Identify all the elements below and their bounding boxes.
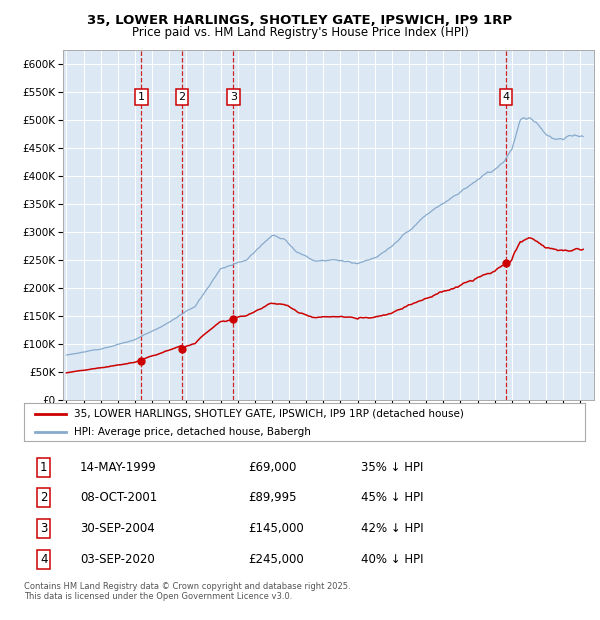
Text: 45% ↓ HPI: 45% ↓ HPI: [361, 492, 423, 504]
Text: HPI: Average price, detached house, Babergh: HPI: Average price, detached house, Babe…: [74, 427, 311, 437]
Text: 30-SEP-2004: 30-SEP-2004: [80, 522, 155, 535]
Text: 08-OCT-2001: 08-OCT-2001: [80, 492, 157, 504]
Text: 4: 4: [503, 92, 509, 102]
Text: 14-MAY-1999: 14-MAY-1999: [80, 461, 157, 474]
Text: Contains HM Land Registry data © Crown copyright and database right 2025.
This d: Contains HM Land Registry data © Crown c…: [24, 582, 350, 601]
Text: 03-SEP-2020: 03-SEP-2020: [80, 552, 155, 565]
Text: 35, LOWER HARLINGS, SHOTLEY GATE, IPSWICH, IP9 1RP (detached house): 35, LOWER HARLINGS, SHOTLEY GATE, IPSWIC…: [74, 409, 464, 419]
Text: 35% ↓ HPI: 35% ↓ HPI: [361, 461, 423, 474]
Text: 3: 3: [40, 522, 47, 535]
Text: 1: 1: [138, 92, 145, 102]
Text: 2: 2: [40, 492, 47, 504]
Text: £145,000: £145,000: [248, 522, 304, 535]
Text: £69,000: £69,000: [248, 461, 297, 474]
Text: 4: 4: [40, 552, 47, 565]
Text: 2: 2: [178, 92, 185, 102]
Text: 42% ↓ HPI: 42% ↓ HPI: [361, 522, 423, 535]
Text: Price paid vs. HM Land Registry's House Price Index (HPI): Price paid vs. HM Land Registry's House …: [131, 26, 469, 39]
Text: £245,000: £245,000: [248, 552, 304, 565]
Text: £89,995: £89,995: [248, 492, 297, 504]
Text: 3: 3: [230, 92, 237, 102]
Text: 40% ↓ HPI: 40% ↓ HPI: [361, 552, 423, 565]
Text: 35, LOWER HARLINGS, SHOTLEY GATE, IPSWICH, IP9 1RP: 35, LOWER HARLINGS, SHOTLEY GATE, IPSWIC…: [88, 14, 512, 27]
Text: 1: 1: [40, 461, 47, 474]
